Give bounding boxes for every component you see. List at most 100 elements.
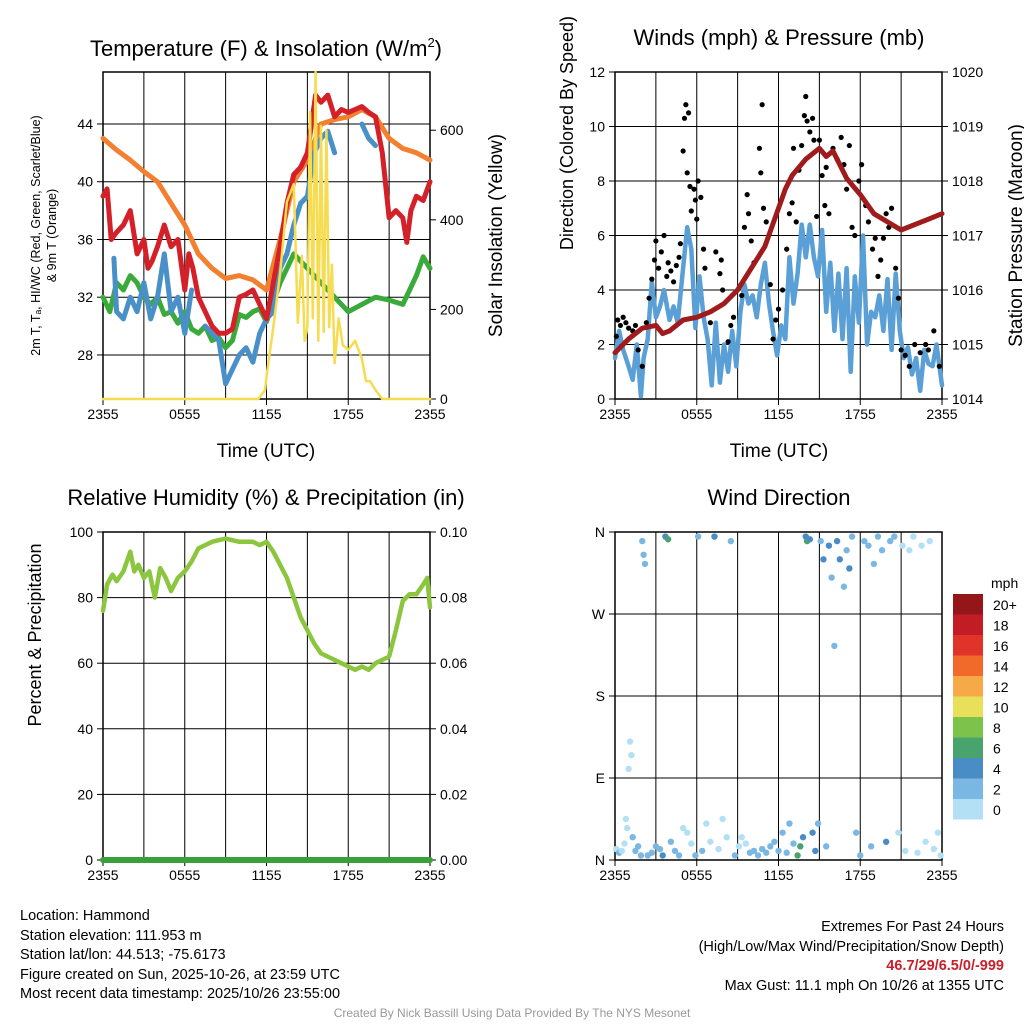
gust-point [917,350,923,356]
legend-label: 2 [993,782,1001,798]
gust-point [739,292,745,299]
gust-point [898,347,904,353]
gust-point [680,148,686,154]
x-tick-label: 2355 [926,867,957,883]
wind-direction-point [624,824,631,832]
y2-tick-label: 0.06 [440,655,467,671]
x-tick-label: 1755 [845,406,876,422]
y2-axis-label: Solar Insolation (Yellow) [486,134,507,337]
y-tick-label: 0 [597,391,605,407]
wind-direction-point [629,834,636,841]
chart-title: Temperature (F) & Insolation (W/m2) [90,35,442,61]
gust-point [906,363,912,369]
extremes-values: 46.7/29/6.5/0/-999 [886,958,1004,974]
x-tick-label: 1155 [763,867,793,883]
gust-point [748,238,754,244]
gust-point [846,142,852,149]
gust-point [936,363,942,369]
y2-tick-label: 0.04 [440,721,467,737]
gust-point [849,224,855,230]
gust-point [859,162,865,168]
wind-direction-point [812,847,819,855]
wind-direction-point [806,536,814,543]
legend-label: 0 [993,802,1001,818]
gust-point [717,271,723,277]
gust-point [691,186,697,192]
wind-direction-point [715,845,722,853]
wind-direction-point [775,847,782,855]
gust-point [617,322,624,329]
sonic-wind-line [612,222,945,399]
gust-point [632,322,639,329]
gust-point [758,170,764,176]
wind-direction-point [767,843,774,850]
wind-direction-point [822,843,830,850]
gust-point [852,232,858,239]
y2-axis-label: Station Pressure (Maroon) [1006,124,1024,347]
solar-insolation-line [101,70,432,401]
y-tick-label: 6 [597,228,605,244]
wind-direction-point [930,845,938,853]
wind-direction-point [641,560,649,568]
wind-direction-point [692,852,699,859]
latlon-text: Station lat/lon: 44.513; -75.6173 [20,947,226,963]
wind-direction-point [719,815,726,823]
x-tick-label: 1155 [251,867,281,883]
y-axis-label-line: & 9m T (Orange) [45,189,59,282]
gust-point [623,320,629,326]
gust-point [676,254,682,260]
wind-direction-point [656,845,664,853]
gust-point [799,142,805,149]
gust-point [779,287,786,293]
gust-point [683,102,689,108]
wind-direction-point [899,542,906,549]
legend-swatch [953,799,983,820]
gust-point [728,322,734,329]
wind-direction-point [814,820,822,827]
gust-point [692,197,698,203]
chart-title-text: Temperature (F) & Insolation (W/m [90,36,427,61]
y-tick-label: 8 [597,173,605,189]
wind-direction-point [906,547,913,554]
wind-direction-point [763,849,770,856]
wind-direction-point [783,849,790,856]
gust-point [789,200,795,206]
wind-direction-point [817,537,824,545]
gust-point [670,279,677,285]
gust-point [822,202,828,209]
y2-tick-label: 1019 [952,119,983,135]
gust-point [643,320,649,326]
chart-title-text: Relative Humidity (%) & Precipitation (i… [67,485,464,510]
gust-point [668,268,674,274]
wind-direction-point [679,824,687,832]
wind-direction-point [618,847,626,855]
gust-point [651,257,658,263]
extremes-info: Extremes For Past 24 Hours (High/Low/Max… [699,918,1004,996]
y2-tick-label: 1016 [952,282,983,298]
y2-tick-label: 400 [440,212,464,228]
wind-direction-point [779,829,786,836]
wind-direction-point [786,820,793,827]
wind-direction-point [922,838,929,845]
gust-point [684,170,690,176]
gust-point [801,113,807,119]
y-tick-label: 60 [77,655,93,671]
wind-direction-point [694,533,702,540]
legend-label: 6 [993,741,1001,757]
y-tick-label: S [596,688,605,704]
gust-point [784,246,790,252]
wind-direction-point [918,542,925,549]
chart-title-text: Winds (mph) & Pressure (mb) [634,25,925,50]
wind-direction-point [820,556,827,563]
gust-point [653,238,659,244]
y-tick-label: 80 [77,590,93,606]
wind-direction-point [750,847,758,855]
wind-direction-point [937,852,944,859]
y2-tick-label: 1015 [952,337,983,353]
y2-tick-label: 1018 [952,173,983,189]
x-tick-label: 0555 [681,867,712,883]
wind-direction-point [882,838,890,845]
wind-direction-point [934,829,942,836]
y-axis-label-line: 2m T, Tₐ, HI/WC (Red, Green, Scarlet/Blu… [29,115,43,355]
